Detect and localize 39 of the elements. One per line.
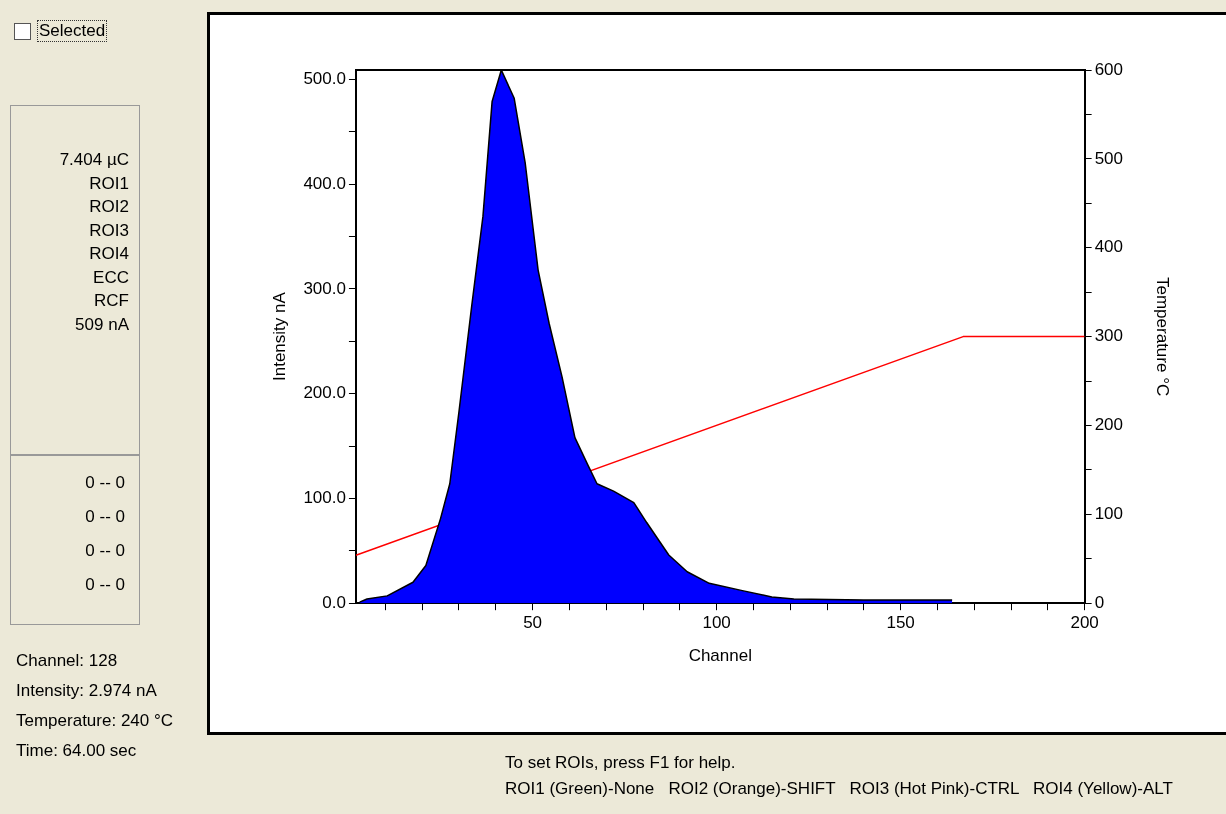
y-tick-label: 0.0 <box>322 592 346 612</box>
text: ROI3 <box>88 219 129 242</box>
y2-tick-label: 300 <box>1094 326 1124 346</box>
text: ROI1 (Green)-None ROI2 (Orange)-SHIFT ROI3 (Hot Pink)-CTRL ROI4 (Yellow)-ALT <box>505 778 1173 800</box>
y2-tick-label: 500 <box>1094 148 1124 168</box>
x-tick-label: 50 <box>523 613 543 633</box>
x-tick-label: 200 <box>1070 613 1099 633</box>
text: 0 -- 0 <box>84 506 125 528</box>
text: Intensity: 2.974 nA <box>16 680 158 702</box>
y-axis-title: Intensity nA <box>269 291 289 382</box>
y2-tick-label: 0 <box>1094 592 1105 612</box>
text: 509 nA <box>74 313 129 336</box>
y2-axis-title: Temperature °C <box>1153 276 1173 397</box>
x-tick-label: 100 <box>702 613 731 633</box>
text: 0 -- 0 <box>84 472 125 494</box>
text: 7.404 µC <box>58 149 129 171</box>
y2-tick-label: 600 <box>1094 59 1124 79</box>
text: ROI4 <box>88 243 129 265</box>
text: Channel: 128 <box>16 650 119 672</box>
text: Selected <box>37 20 108 42</box>
text: Temperature: 240 °C <box>16 710 174 732</box>
text: ECC <box>92 266 129 289</box>
text: 0 -- 0 <box>84 574 125 596</box>
x-tick-label: 150 <box>886 613 915 633</box>
text: To set ROIs, press F1 for help. <box>505 752 737 774</box>
text: RCF <box>93 290 129 312</box>
y-tick-label: 300.0 <box>303 278 346 298</box>
y2-tick-label: 100 <box>1094 504 1124 524</box>
text: ROI1 <box>88 172 129 195</box>
text: 0 -- 0 <box>84 540 125 562</box>
y-tick-label: 400.0 <box>303 173 346 193</box>
y-tick-label: 200.0 <box>303 383 346 403</box>
text: ROI2 <box>88 196 129 218</box>
y2-tick-label: 400 <box>1094 237 1124 257</box>
y-tick-label: 500.0 <box>303 69 346 89</box>
y2-tick-label: 200 <box>1094 415 1124 435</box>
y-tick-label: 100.0 <box>303 488 346 508</box>
x-axis-title: Channel <box>688 646 752 666</box>
text: Time: 64.00 sec <box>16 740 138 762</box>
